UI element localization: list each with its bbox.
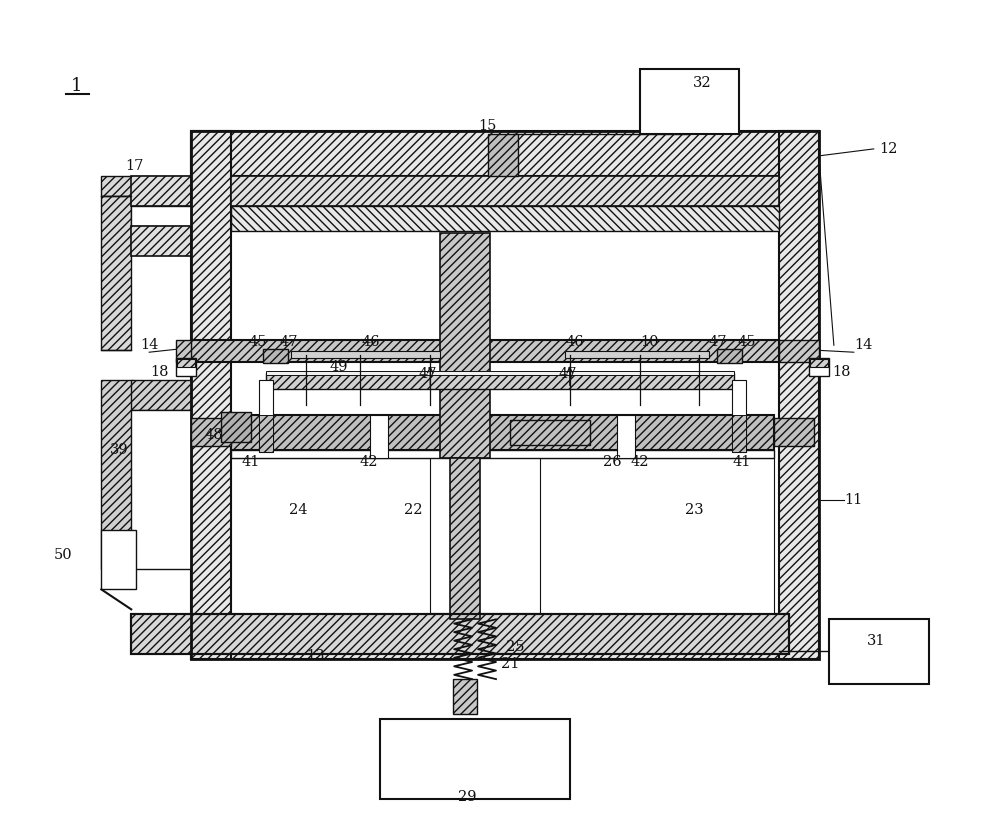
Text: 15: 15 xyxy=(478,119,496,133)
Text: 26: 26 xyxy=(603,455,622,469)
Text: 46: 46 xyxy=(565,335,584,349)
Bar xyxy=(779,340,819,362)
Text: 32: 32 xyxy=(693,76,712,90)
Bar xyxy=(231,415,774,450)
Bar xyxy=(810,359,828,367)
Text: 12: 12 xyxy=(880,142,898,156)
Bar xyxy=(231,176,779,206)
Text: 18: 18 xyxy=(833,365,851,379)
Bar xyxy=(101,530,136,589)
Text: 23: 23 xyxy=(685,503,704,517)
Text: 42: 42 xyxy=(630,455,649,469)
Bar xyxy=(540,458,774,614)
Bar xyxy=(732,380,746,452)
Text: 47: 47 xyxy=(419,367,437,381)
Text: 47: 47 xyxy=(279,335,298,349)
Bar xyxy=(191,131,231,659)
Text: 25: 25 xyxy=(506,640,524,654)
Text: 45: 45 xyxy=(738,335,756,349)
Bar xyxy=(259,380,273,452)
Bar xyxy=(231,458,430,614)
Text: 21: 21 xyxy=(501,657,519,671)
Text: 1: 1 xyxy=(71,77,82,95)
Bar xyxy=(131,176,191,206)
Bar xyxy=(266,371,734,375)
Bar xyxy=(191,418,231,446)
Bar xyxy=(131,410,191,569)
Bar xyxy=(453,679,477,714)
Text: 14: 14 xyxy=(855,339,873,352)
Text: 50: 50 xyxy=(54,548,73,562)
Bar xyxy=(510,420,590,445)
Bar xyxy=(191,131,819,659)
Bar xyxy=(440,232,490,458)
Text: 41: 41 xyxy=(242,455,260,469)
Bar xyxy=(101,380,133,569)
Text: 47: 47 xyxy=(708,335,727,349)
Text: 46: 46 xyxy=(361,335,380,349)
Bar xyxy=(221,412,251,442)
Bar xyxy=(640,69,739,134)
Bar xyxy=(259,415,273,452)
Bar xyxy=(488,134,518,176)
Bar xyxy=(131,380,191,410)
Bar xyxy=(101,196,131,350)
Bar xyxy=(191,340,779,362)
Bar xyxy=(565,351,709,359)
Text: 24: 24 xyxy=(289,503,308,517)
Bar xyxy=(809,359,829,376)
Bar xyxy=(717,349,742,364)
Bar xyxy=(779,131,819,659)
Bar xyxy=(101,176,191,196)
Text: 48: 48 xyxy=(205,428,223,442)
Bar xyxy=(131,614,789,654)
Text: 45: 45 xyxy=(249,335,267,349)
Bar xyxy=(131,206,191,226)
Text: 17: 17 xyxy=(125,159,143,173)
Text: 29: 29 xyxy=(458,789,476,803)
Bar xyxy=(380,719,570,798)
Bar xyxy=(617,415,635,458)
Bar xyxy=(177,359,195,367)
Bar xyxy=(231,206,779,231)
Text: 42: 42 xyxy=(359,455,378,469)
Bar xyxy=(191,131,819,176)
Bar xyxy=(176,340,191,362)
Bar xyxy=(191,614,819,659)
Text: 39: 39 xyxy=(110,443,129,457)
Text: 22: 22 xyxy=(404,503,423,517)
Text: 14: 14 xyxy=(140,339,158,352)
Bar xyxy=(131,614,789,654)
Text: 49: 49 xyxy=(329,360,348,374)
Bar xyxy=(450,458,480,619)
Text: 18: 18 xyxy=(150,365,168,379)
Bar xyxy=(774,418,814,446)
Text: 11: 11 xyxy=(845,493,863,507)
Bar xyxy=(291,351,440,359)
Text: 13: 13 xyxy=(306,649,325,663)
Bar xyxy=(732,415,746,452)
Bar xyxy=(263,349,288,364)
Bar xyxy=(829,619,929,684)
Bar xyxy=(231,450,774,458)
Text: 10: 10 xyxy=(640,335,659,349)
Text: 41: 41 xyxy=(733,455,751,469)
Bar xyxy=(131,226,191,256)
Text: 31: 31 xyxy=(866,634,885,648)
Text: 47: 47 xyxy=(559,367,577,381)
Bar xyxy=(370,415,388,458)
Bar xyxy=(176,359,196,376)
Bar xyxy=(266,374,734,389)
